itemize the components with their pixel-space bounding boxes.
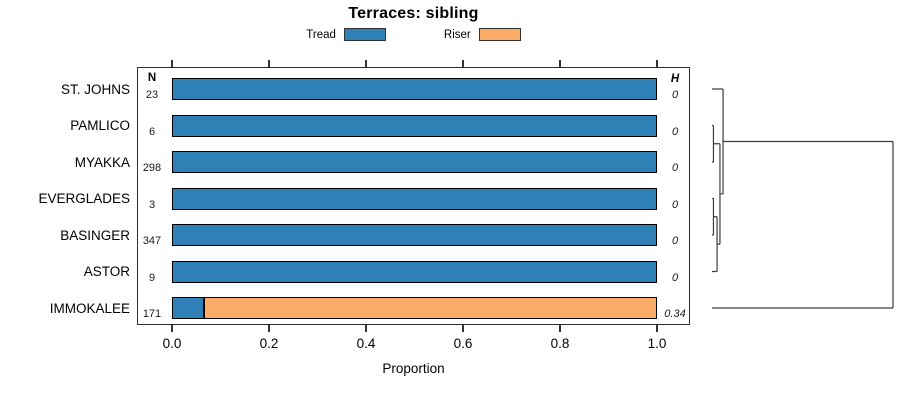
bar-segment-tread: [172, 260, 657, 283]
bar-segment-tread: [172, 151, 657, 173]
x-tick-label: 0.0: [162, 336, 182, 351]
h-value: 0: [671, 162, 679, 174]
top-axis-tick: [365, 60, 367, 67]
bottom-axis-tick: [365, 325, 367, 332]
n-value: 347: [142, 235, 162, 247]
bar-segment-tread: [172, 78, 657, 100]
row-label: ST. JOHNS: [60, 81, 130, 97]
row-label: EVERGLADES: [38, 191, 130, 206]
bottom-axis-tick: [656, 325, 658, 332]
bar-segment-tread: [172, 224, 657, 246]
bottom-axis-tick: [559, 325, 561, 332]
x-tick-label: 0.2: [259, 336, 279, 351]
row-label: PAMLICO: [70, 118, 130, 133]
legend-label-riser: Riser: [443, 28, 471, 41]
bottom-axis-tick: [268, 325, 270, 332]
n-value: 298: [142, 162, 162, 174]
n-column-header: N: [147, 72, 157, 84]
row-label: ASTOR: [83, 264, 130, 279]
x-tick-label: 0.8: [550, 336, 570, 351]
h-column-header: H: [670, 73, 680, 85]
row-label: MYAKKA: [74, 154, 130, 170]
h-value: 0: [671, 89, 679, 101]
n-value: 6: [148, 125, 156, 138]
h-value: 0: [671, 271, 679, 284]
legend-label-tread: Tread: [306, 28, 336, 41]
bar-segment-riser: [203, 297, 657, 319]
plot-area-box: [137, 67, 690, 325]
top-axis-tick: [656, 60, 658, 67]
top-axis-tick: [171, 60, 173, 67]
x-tick-label: 0.4: [356, 336, 376, 351]
n-value: 3: [148, 198, 156, 211]
dendrogram-lines: [712, 88, 894, 309]
riser-color-swatch: [478, 28, 521, 41]
tread-color-swatch: [343, 28, 386, 41]
chart-title: Terraces: sibling: [348, 5, 479, 22]
top-axis-tick: [462, 60, 464, 67]
bar-segment-tread: [172, 297, 204, 319]
legend-item-tread: Tread: [306, 28, 386, 41]
h-value: 0: [671, 125, 679, 138]
row-label: BASINGER: [60, 227, 130, 243]
n-value: 171: [142, 308, 162, 320]
row-label: IMMOKALEE: [49, 300, 130, 316]
h-value: 0.34: [664, 308, 686, 320]
n-value: 9: [148, 271, 156, 284]
h-value: 0: [671, 235, 679, 247]
legend: Tread Riser: [137, 26, 690, 43]
top-axis-tick: [268, 60, 270, 67]
bar-segment-tread: [172, 114, 657, 137]
h-value: 0: [671, 198, 679, 211]
bottom-axis-tick: [462, 325, 464, 332]
x-axis-title: Proportion: [382, 361, 445, 376]
x-tick-label: 0.6: [453, 336, 473, 351]
n-value: 23: [145, 89, 159, 101]
top-axis-tick: [559, 60, 561, 67]
x-tick-label: 1.0: [647, 336, 667, 351]
bar-segment-tread: [172, 187, 657, 210]
legend-item-riser: Riser: [444, 28, 521, 41]
bottom-axis-tick: [171, 325, 173, 332]
